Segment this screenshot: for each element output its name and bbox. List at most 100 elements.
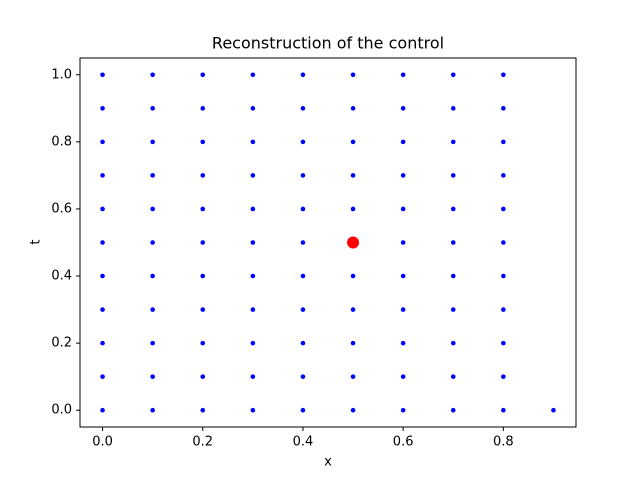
scatter-point — [501, 307, 506, 312]
scatter-point — [450, 206, 456, 212]
scatter-point — [300, 374, 306, 379]
scatter-point — [100, 407, 105, 413]
scatter-point — [501, 106, 506, 111]
scatter-point — [200, 374, 206, 379]
scatter-point — [450, 106, 456, 111]
scatter-point — [300, 106, 306, 111]
scatter-point — [450, 374, 456, 379]
x-axis-label: x — [324, 455, 332, 470]
scatter-point — [350, 139, 356, 145]
scatter-point — [250, 374, 256, 379]
scatter-point — [250, 173, 256, 178]
scatter-point — [300, 307, 306, 312]
scatter-point — [100, 72, 105, 78]
scatter-point — [200, 240, 206, 245]
scatter-point — [250, 139, 256, 145]
scatter-point — [501, 72, 506, 78]
scatter-point — [150, 374, 155, 379]
scatter-point — [450, 173, 456, 178]
x-tick-label: 0.4 — [293, 435, 314, 450]
scatter-point — [501, 206, 506, 212]
y-tick-label: 0.6 — [51, 201, 72, 216]
x-tick-label: 0.6 — [393, 435, 414, 450]
scatter-point — [400, 273, 406, 279]
scatter-point — [100, 374, 105, 379]
scatter-point — [150, 106, 155, 111]
scatter-point — [400, 106, 406, 111]
scatter-point — [300, 206, 306, 212]
y-tick-label: 0.8 — [51, 134, 72, 149]
scatter-point — [100, 206, 105, 212]
scatter-point — [350, 307, 356, 312]
scatter-point — [501, 407, 506, 413]
scatter-point — [300, 173, 306, 178]
scatter-point — [150, 307, 155, 312]
scatter-point — [250, 72, 256, 78]
scatter-point — [150, 407, 155, 413]
x-tick-label: 0.8 — [493, 435, 514, 450]
scatter-point — [300, 139, 306, 145]
scatter-point — [450, 273, 456, 279]
scatter-point — [400, 374, 406, 379]
scatter-point — [501, 273, 506, 279]
scatter-point — [150, 340, 155, 346]
scatter-point — [200, 307, 206, 312]
scatter-point — [100, 106, 105, 111]
scatter-point — [150, 273, 155, 279]
scatter-point — [150, 206, 155, 212]
scatter-point — [100, 173, 105, 178]
scatter-point — [350, 206, 356, 212]
scatter-point — [150, 139, 155, 145]
y-tick-label: 1.0 — [51, 67, 72, 82]
scatter-point — [350, 340, 356, 346]
scatter-point — [501, 340, 506, 346]
scatter-point — [350, 106, 356, 111]
chart-title: Reconstruction of the control — [212, 34, 444, 53]
x-tick-label: 0.0 — [92, 435, 113, 450]
scatter-point — [300, 407, 306, 413]
scatter-point — [501, 374, 506, 379]
scatter-point — [501, 139, 506, 145]
scatter-point — [350, 72, 356, 78]
scatter-point — [400, 139, 406, 145]
scatter-point — [150, 173, 155, 178]
scatter-point — [100, 139, 105, 145]
scatter-point — [400, 407, 406, 413]
scatter-point — [350, 374, 356, 379]
scatter-point — [100, 307, 105, 312]
scatter-point — [200, 173, 206, 178]
scatter-point — [347, 236, 360, 249]
scatter-point — [200, 139, 206, 145]
scatter-point — [501, 173, 506, 178]
scatter-point — [551, 407, 556, 413]
scatter-point — [250, 273, 256, 279]
axes-frame — [79, 57, 577, 428]
scatter-point — [400, 340, 406, 346]
scatter-point — [200, 106, 206, 111]
scatter-point — [250, 307, 256, 312]
y-tick-label: 0.2 — [51, 336, 72, 351]
scatter-point — [400, 206, 406, 212]
scatter-point — [300, 240, 306, 245]
scatter-point — [501, 240, 506, 245]
scatter-point — [100, 273, 105, 279]
scatter-point — [450, 72, 456, 78]
scatter-point — [150, 72, 155, 78]
scatter-point — [300, 340, 306, 346]
scatter-point — [250, 206, 256, 212]
y-tick-label: 0.4 — [51, 269, 72, 284]
scatter-point — [100, 340, 105, 346]
scatter-point — [250, 407, 256, 413]
scatter-point — [250, 340, 256, 346]
plot-area — [100, 72, 556, 413]
scatter-point — [250, 240, 256, 245]
scatter-point — [150, 240, 155, 245]
x-tick-label: 0.2 — [192, 435, 213, 450]
scatter-point — [300, 273, 306, 279]
scatter-point — [200, 273, 206, 279]
scatter-point — [250, 106, 256, 111]
scatter-point — [450, 307, 456, 312]
scatter-point — [450, 139, 456, 145]
scatter-point — [200, 407, 206, 413]
